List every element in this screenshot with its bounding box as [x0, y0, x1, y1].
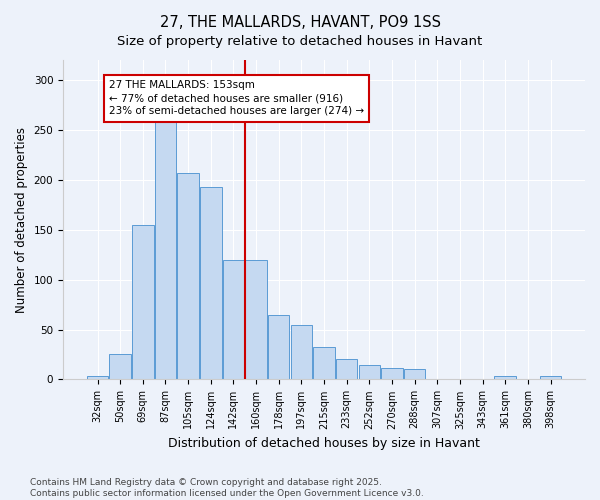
Text: 27, THE MALLARDS, HAVANT, PO9 1SS: 27, THE MALLARDS, HAVANT, PO9 1SS [160, 15, 440, 30]
Bar [268, 314, 289, 380]
Bar [359, 366, 380, 380]
Bar [223, 260, 244, 380]
Bar [155, 120, 176, 380]
Text: Contains HM Land Registry data © Crown copyright and database right 2025.
Contai: Contains HM Land Registry data © Crown c… [30, 478, 424, 498]
Bar [404, 370, 425, 380]
Bar [178, 173, 199, 380]
Bar [87, 376, 108, 380]
Bar [336, 360, 358, 380]
Bar [245, 260, 267, 380]
Bar [109, 354, 131, 380]
Bar [132, 224, 154, 380]
Bar [290, 324, 312, 380]
Text: Size of property relative to detached houses in Havant: Size of property relative to detached ho… [118, 35, 482, 48]
Text: 27 THE MALLARDS: 153sqm
← 77% of detached houses are smaller (916)
23% of semi-d: 27 THE MALLARDS: 153sqm ← 77% of detache… [109, 80, 364, 116]
X-axis label: Distribution of detached houses by size in Havant: Distribution of detached houses by size … [168, 437, 480, 450]
Bar [494, 376, 516, 380]
Bar [540, 376, 561, 380]
Bar [313, 348, 335, 380]
Bar [381, 368, 403, 380]
Y-axis label: Number of detached properties: Number of detached properties [15, 126, 28, 312]
Bar [200, 187, 221, 380]
